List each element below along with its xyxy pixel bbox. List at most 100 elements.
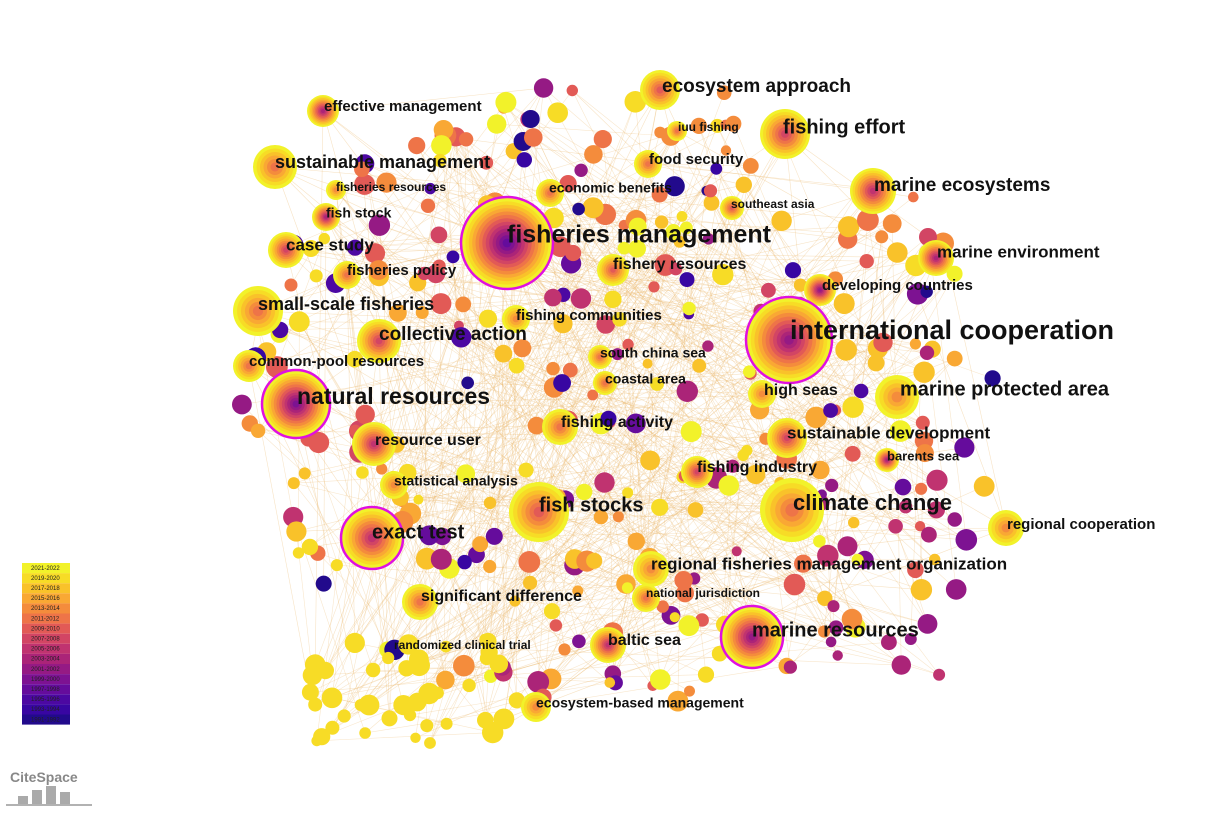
- node-ring: [333, 187, 339, 193]
- edge: [402, 107, 504, 522]
- node: [650, 669, 671, 690]
- edge: [427, 125, 700, 207]
- node: [761, 282, 776, 298]
- edge: [564, 327, 784, 500]
- edge: [402, 202, 712, 502]
- edge: [438, 234, 566, 500]
- node: [651, 498, 669, 516]
- node: [946, 265, 963, 282]
- node: [364, 243, 386, 264]
- node-ring: [891, 391, 903, 403]
- node: [915, 482, 928, 495]
- node-ring: [270, 162, 280, 172]
- edge: [466, 138, 874, 192]
- node: [929, 553, 941, 566]
- node-ring: [643, 595, 649, 601]
- edge: [427, 205, 540, 513]
- edge: [477, 237, 491, 503]
- node: [594, 472, 615, 493]
- edge: [538, 598, 825, 683]
- edge: [486, 162, 957, 590]
- node: [894, 478, 912, 496]
- node: [472, 536, 489, 553]
- node: [914, 521, 926, 532]
- node: [430, 548, 452, 570]
- edge: [524, 159, 825, 632]
- edge: [486, 209, 579, 659]
- node: [553, 374, 571, 392]
- node-label: ecosystem-based management: [536, 695, 744, 711]
- edge: [446, 220, 782, 724]
- node: [687, 502, 704, 518]
- edge: [649, 557, 804, 564]
- burst-ring: [744, 295, 834, 385]
- node: [805, 406, 827, 429]
- node: [697, 666, 715, 683]
- node: [857, 209, 879, 232]
- edge: [445, 135, 926, 454]
- edge: [530, 118, 666, 266]
- node: [908, 191, 919, 203]
- edge: [406, 440, 925, 669]
- edge: [503, 107, 769, 291]
- edge: [257, 310, 527, 471]
- node: [524, 128, 543, 147]
- node-ring: [610, 267, 616, 273]
- edge: [942, 243, 1007, 529]
- node-ring: [252, 305, 264, 317]
- edge: [670, 479, 938, 616]
- edge: [584, 422, 923, 493]
- node: [513, 339, 532, 358]
- node-ring: [245, 362, 253, 370]
- node: [398, 634, 419, 655]
- node: [301, 683, 319, 701]
- node-label: regional cooperation: [1007, 516, 1155, 533]
- edge: [378, 269, 517, 366]
- node: [593, 509, 609, 525]
- legend-label: 2001-2002: [31, 667, 60, 673]
- node-ring: [502, 238, 512, 248]
- node-ring: [729, 205, 735, 211]
- node: [859, 254, 874, 269]
- edge: [441, 558, 707, 675]
- edge: [381, 468, 753, 638]
- edge: [274, 166, 684, 581]
- legend-label: 2013-2014: [31, 606, 60, 612]
- edge: [561, 382, 619, 517]
- edge: [344, 236, 929, 717]
- node: [337, 709, 351, 723]
- node: [559, 175, 577, 193]
- node-ring: [645, 161, 651, 167]
- node: [875, 230, 889, 244]
- node: [575, 483, 593, 501]
- edge: [408, 279, 688, 645]
- edge: [467, 382, 826, 599]
- edge: [552, 297, 606, 325]
- node-label: climate change: [793, 490, 952, 515]
- node: [813, 535, 826, 548]
- logo-icon: [60, 792, 70, 804]
- edge: [386, 182, 652, 570]
- node-label: ecosystem approach: [662, 76, 851, 97]
- node-label: effective management: [324, 98, 482, 115]
- node-ring: [933, 255, 939, 261]
- edge: [559, 150, 727, 428]
- edge: [522, 303, 800, 349]
- node: [461, 376, 475, 390]
- edge: [650, 150, 727, 570]
- node: [921, 526, 937, 543]
- node: [682, 301, 696, 316]
- node: [483, 559, 497, 574]
- node-ring: [533, 506, 545, 518]
- node: [604, 677, 616, 688]
- edge: [592, 101, 636, 208]
- node: [456, 464, 476, 484]
- node: [527, 671, 550, 693]
- node: [604, 290, 622, 308]
- node: [617, 241, 631, 255]
- node: [480, 643, 498, 661]
- edge: [823, 261, 867, 632]
- node: [947, 512, 962, 527]
- edge: [426, 636, 753, 726]
- node-ring: [324, 215, 328, 219]
